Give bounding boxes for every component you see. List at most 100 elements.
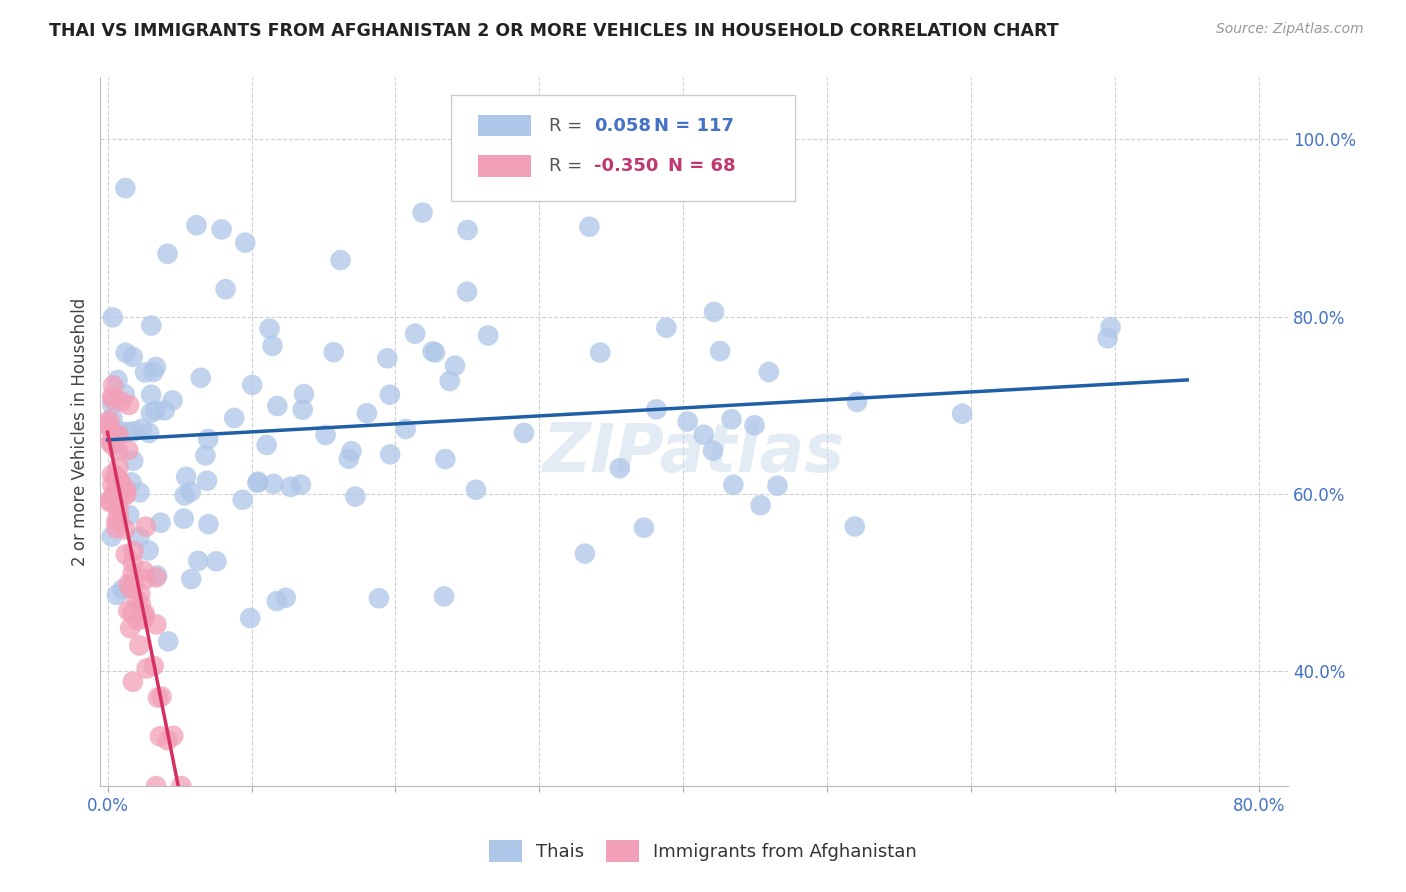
Point	[702, 443, 724, 458]
Point	[153, 403, 176, 417]
Point	[187, 554, 209, 568]
Point	[114, 345, 136, 359]
Point	[111, 582, 134, 597]
Point	[633, 521, 655, 535]
Point	[266, 594, 288, 608]
Point	[1097, 331, 1119, 345]
Point	[132, 607, 155, 622]
Point	[395, 422, 418, 436]
Point	[404, 326, 426, 341]
Point	[180, 572, 202, 586]
Point	[117, 443, 139, 458]
Point	[703, 305, 725, 319]
Point	[100, 435, 122, 450]
Point	[256, 438, 278, 452]
Point	[434, 452, 457, 467]
Point	[121, 556, 143, 570]
Point	[513, 425, 536, 440]
Point	[104, 483, 127, 497]
Point	[211, 222, 233, 236]
Legend: Thais, Immigrants from Afghanistan: Thais, Immigrants from Afghanistan	[482, 833, 924, 870]
Point	[224, 411, 246, 425]
Point	[107, 428, 129, 442]
Point	[101, 467, 124, 482]
Point	[744, 418, 766, 433]
Point	[117, 425, 139, 439]
Point	[173, 488, 195, 502]
Point	[138, 543, 160, 558]
Point	[110, 475, 132, 489]
Point	[291, 402, 314, 417]
Text: N = 68: N = 68	[668, 157, 735, 175]
Point	[150, 690, 173, 704]
Point	[135, 661, 157, 675]
Point	[156, 733, 179, 747]
Point	[315, 428, 337, 442]
Point	[101, 397, 124, 411]
Point	[142, 658, 165, 673]
Point	[120, 582, 142, 596]
Point	[100, 437, 122, 451]
Point	[195, 474, 218, 488]
Point	[259, 321, 281, 335]
Point	[141, 388, 163, 402]
Point	[122, 575, 145, 590]
Point	[115, 482, 138, 496]
Point	[101, 411, 124, 425]
Point	[107, 471, 129, 485]
Point	[132, 564, 155, 578]
Point	[337, 451, 360, 466]
Point	[114, 548, 136, 562]
Point	[766, 478, 789, 492]
Point	[101, 378, 124, 392]
Point	[156, 246, 179, 260]
Point	[128, 639, 150, 653]
Point	[232, 492, 254, 507]
Point	[247, 475, 270, 489]
Point	[157, 634, 180, 648]
Point	[121, 567, 143, 582]
FancyBboxPatch shape	[451, 95, 796, 202]
Point	[101, 392, 124, 407]
Point	[444, 359, 467, 373]
Point	[107, 444, 129, 458]
Point	[118, 398, 141, 412]
Point	[197, 517, 219, 532]
Point	[693, 427, 716, 442]
Point	[375, 351, 398, 366]
Point	[142, 365, 165, 379]
Point	[117, 577, 139, 591]
Point	[128, 485, 150, 500]
Point	[246, 475, 269, 490]
Point	[240, 377, 263, 392]
Point	[107, 459, 129, 474]
Point	[127, 614, 149, 628]
Point	[107, 483, 129, 498]
Point	[214, 282, 236, 296]
Point	[149, 729, 172, 743]
Point	[439, 374, 461, 388]
Point	[274, 591, 297, 605]
Point	[107, 373, 129, 387]
Point	[720, 412, 742, 426]
Point	[950, 407, 973, 421]
Point	[655, 320, 678, 334]
Y-axis label: 2 or more Vehicles in Household: 2 or more Vehicles in Household	[72, 298, 89, 566]
Point	[114, 387, 136, 401]
Point	[266, 399, 288, 413]
Point	[368, 591, 391, 606]
Point	[138, 425, 160, 440]
Point	[114, 489, 136, 503]
Point	[162, 729, 184, 743]
Point	[101, 310, 124, 325]
FancyBboxPatch shape	[478, 155, 531, 177]
Point	[105, 521, 128, 535]
Point	[170, 779, 193, 793]
Point	[433, 590, 456, 604]
Text: N = 117: N = 117	[654, 117, 734, 135]
Point	[412, 205, 434, 219]
Point	[329, 253, 352, 268]
Text: -0.350: -0.350	[595, 157, 659, 175]
Point	[124, 424, 146, 438]
Point	[262, 339, 284, 353]
